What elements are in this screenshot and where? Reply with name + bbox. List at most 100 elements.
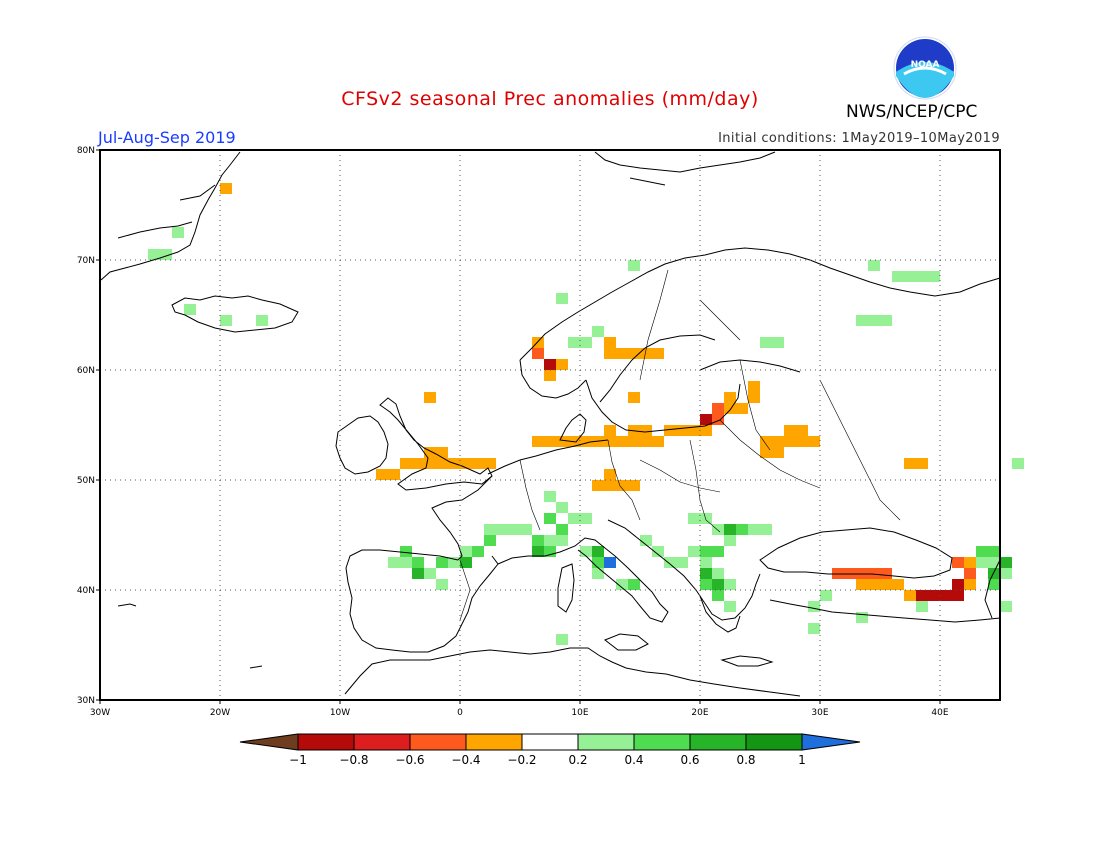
anomaly-cell-orange	[904, 458, 916, 469]
anomaly-cell-orange	[616, 436, 628, 447]
agency-label: NWS/NCEP/CPC	[846, 102, 978, 122]
anomaly-cell-green-light	[1000, 601, 1012, 612]
anomaly-cell-green-light	[700, 557, 712, 568]
anomaly-cell-green-mid	[472, 546, 484, 557]
anomaly-cell-red-orange	[964, 568, 976, 579]
anomaly-cell-green-light	[892, 271, 904, 282]
anomaly-cell-orange	[376, 469, 388, 480]
anomaly-cell-green-light	[496, 524, 508, 535]
anomaly-cell-orange	[880, 579, 892, 590]
anomaly-cell-green-mid	[700, 579, 712, 590]
anomaly-cell-green-dark	[460, 557, 472, 568]
anomaly-cell-green-light	[904, 271, 916, 282]
anomaly-cell-orange	[628, 436, 640, 447]
anomaly-cell-orange	[688, 425, 700, 436]
colorbar-segment	[745, 733, 803, 751]
initial-conditions-label: Initial conditions: 1May2019–10May2019	[718, 131, 1000, 146]
anomaly-cell-green-light	[424, 568, 436, 579]
period-label: Jul-Aug-Sep 2019	[98, 128, 236, 147]
anomaly-cell-orange	[652, 436, 664, 447]
anomaly-cell-green-mid	[988, 546, 1000, 557]
colorbar-segment	[297, 733, 355, 751]
anomaly-cell-green-mid	[400, 546, 412, 557]
anomaly-cell-green-light	[988, 557, 1000, 568]
anomaly-cell-green-light	[616, 579, 628, 590]
longitude-label: 10E	[571, 708, 588, 718]
longitude-label: 40E	[931, 708, 948, 718]
anomaly-cell-orange	[424, 392, 436, 403]
anomaly-cell-green-light	[388, 557, 400, 568]
anomaly-cell-green-light	[568, 337, 580, 348]
anomaly-cell-orange	[604, 480, 616, 491]
anomaly-cell-orange	[544, 370, 556, 381]
colorbar-segment	[353, 733, 411, 751]
anomaly-cell-orange	[436, 458, 448, 469]
anomaly-cell-green-light	[664, 557, 676, 568]
anomaly-cell-green-light	[556, 502, 568, 513]
anomaly-cell-green-mid	[436, 557, 448, 568]
latitude-label: 80N	[77, 146, 95, 156]
anomaly-cell-orange	[808, 436, 820, 447]
map-frame	[99, 149, 1001, 701]
anomaly-cell-green-mid	[412, 557, 424, 568]
anomaly-cell-green-light	[436, 579, 448, 590]
anomaly-cell-green-mid	[988, 579, 1000, 590]
anomaly-cell-orange	[220, 183, 232, 194]
colorbar-left-arrow	[239, 733, 299, 751]
anomaly-cell-green-light	[868, 260, 880, 271]
anomaly-cell-red-orange	[952, 557, 964, 568]
colorbar-label: −0.6	[395, 753, 424, 767]
anomaly-cell-green-light	[916, 601, 928, 612]
colorbar-label: 0.6	[680, 753, 699, 767]
colorbar-segment	[521, 733, 579, 751]
anomaly-cell-green-mid	[484, 535, 496, 546]
anomaly-cell-red-orange	[532, 348, 544, 359]
anomaly-cell-orange	[604, 337, 616, 348]
anomaly-cell-green-light	[748, 524, 760, 535]
anomaly-cell-orange	[784, 436, 796, 447]
anomaly-cell-green-mid	[712, 546, 724, 557]
anomaly-cell-green-light	[592, 568, 604, 579]
anomaly-cell-green-mid	[628, 579, 640, 590]
anomaly-cell-red	[952, 579, 964, 590]
anomaly-cell-orange	[556, 359, 568, 370]
colorbar-right-arrow	[801, 733, 861, 751]
anomaly-cell-green-light	[880, 315, 892, 326]
anomaly-cell-green-light	[400, 557, 412, 568]
anomaly-cell-orange	[652, 348, 664, 359]
anomaly-cell-orange	[640, 436, 652, 447]
anomaly-cell-green-light	[172, 227, 184, 238]
anomaly-cell-green-light	[184, 304, 196, 315]
anomaly-cell-green-light	[544, 491, 556, 502]
anomaly-cell-red	[916, 590, 928, 601]
latitude-label: 40N	[77, 586, 95, 596]
latitude-labels: 80N 70N 60N 50N 40N 30N	[77, 146, 100, 706]
anomaly-cell-red	[544, 359, 556, 370]
anomaly-cell-green-dark	[988, 568, 1000, 579]
anomaly-cell-orange	[892, 579, 904, 590]
anomaly-cell-orange	[616, 348, 628, 359]
colorbar-label: 0.8	[736, 753, 755, 767]
anomaly-cell-green-light	[676, 557, 688, 568]
anomaly-cell-orange	[676, 425, 688, 436]
anomaly-cell-green-light	[724, 535, 736, 546]
anomaly-cell-green-light	[820, 590, 832, 601]
anomaly-cell-green-light	[916, 271, 928, 282]
anomaly-cell-orange	[748, 392, 760, 403]
anomaly-cell-orange	[772, 436, 784, 447]
anomaly-cell-green-light	[220, 315, 232, 326]
anomaly-cell-orange	[424, 458, 436, 469]
anomaly-cell-green-light	[520, 524, 532, 535]
anomaly-cell-green-light	[772, 337, 784, 348]
anomaly-cell-green-light	[148, 249, 160, 260]
colorbar-segment	[465, 733, 523, 751]
anomaly-cell-green-mid	[712, 590, 724, 601]
anomaly-cell-orange	[388, 469, 400, 480]
anomaly-cell-green-dark	[712, 579, 724, 590]
anomaly-cell-green-light	[712, 568, 724, 579]
anomaly-cell-green-light	[652, 546, 664, 557]
anomaly-cell-green-mid	[544, 546, 556, 557]
anomaly-cell-orange	[628, 392, 640, 403]
anomaly-cell-orange	[532, 436, 544, 447]
